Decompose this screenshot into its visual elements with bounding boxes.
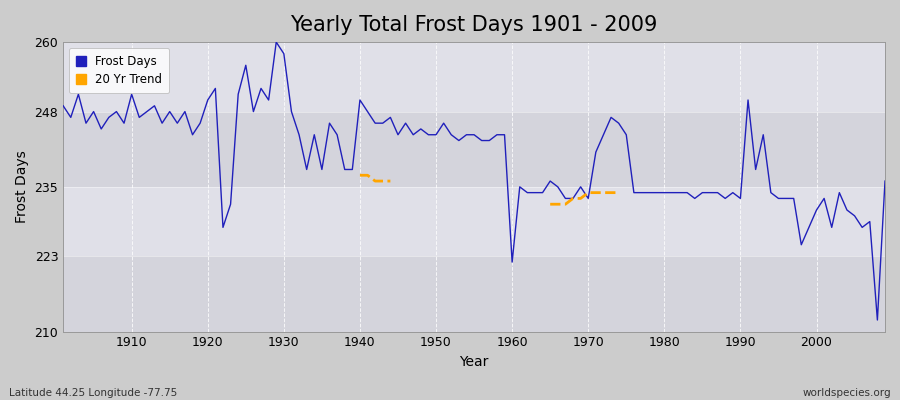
X-axis label: Year: Year xyxy=(459,355,489,369)
Bar xyxy=(63,112,885,187)
Y-axis label: Frost Days: Frost Days xyxy=(15,150,29,223)
Bar xyxy=(63,42,885,112)
Bar xyxy=(63,187,885,256)
Title: Yearly Total Frost Days 1901 - 2009: Yearly Total Frost Days 1901 - 2009 xyxy=(291,15,658,35)
Bar xyxy=(63,256,885,332)
Legend: Frost Days, 20 Yr Trend: Frost Days, 20 Yr Trend xyxy=(69,48,169,93)
Text: worldspecies.org: worldspecies.org xyxy=(803,388,891,398)
Text: Latitude 44.25 Longitude -77.75: Latitude 44.25 Longitude -77.75 xyxy=(9,388,177,398)
